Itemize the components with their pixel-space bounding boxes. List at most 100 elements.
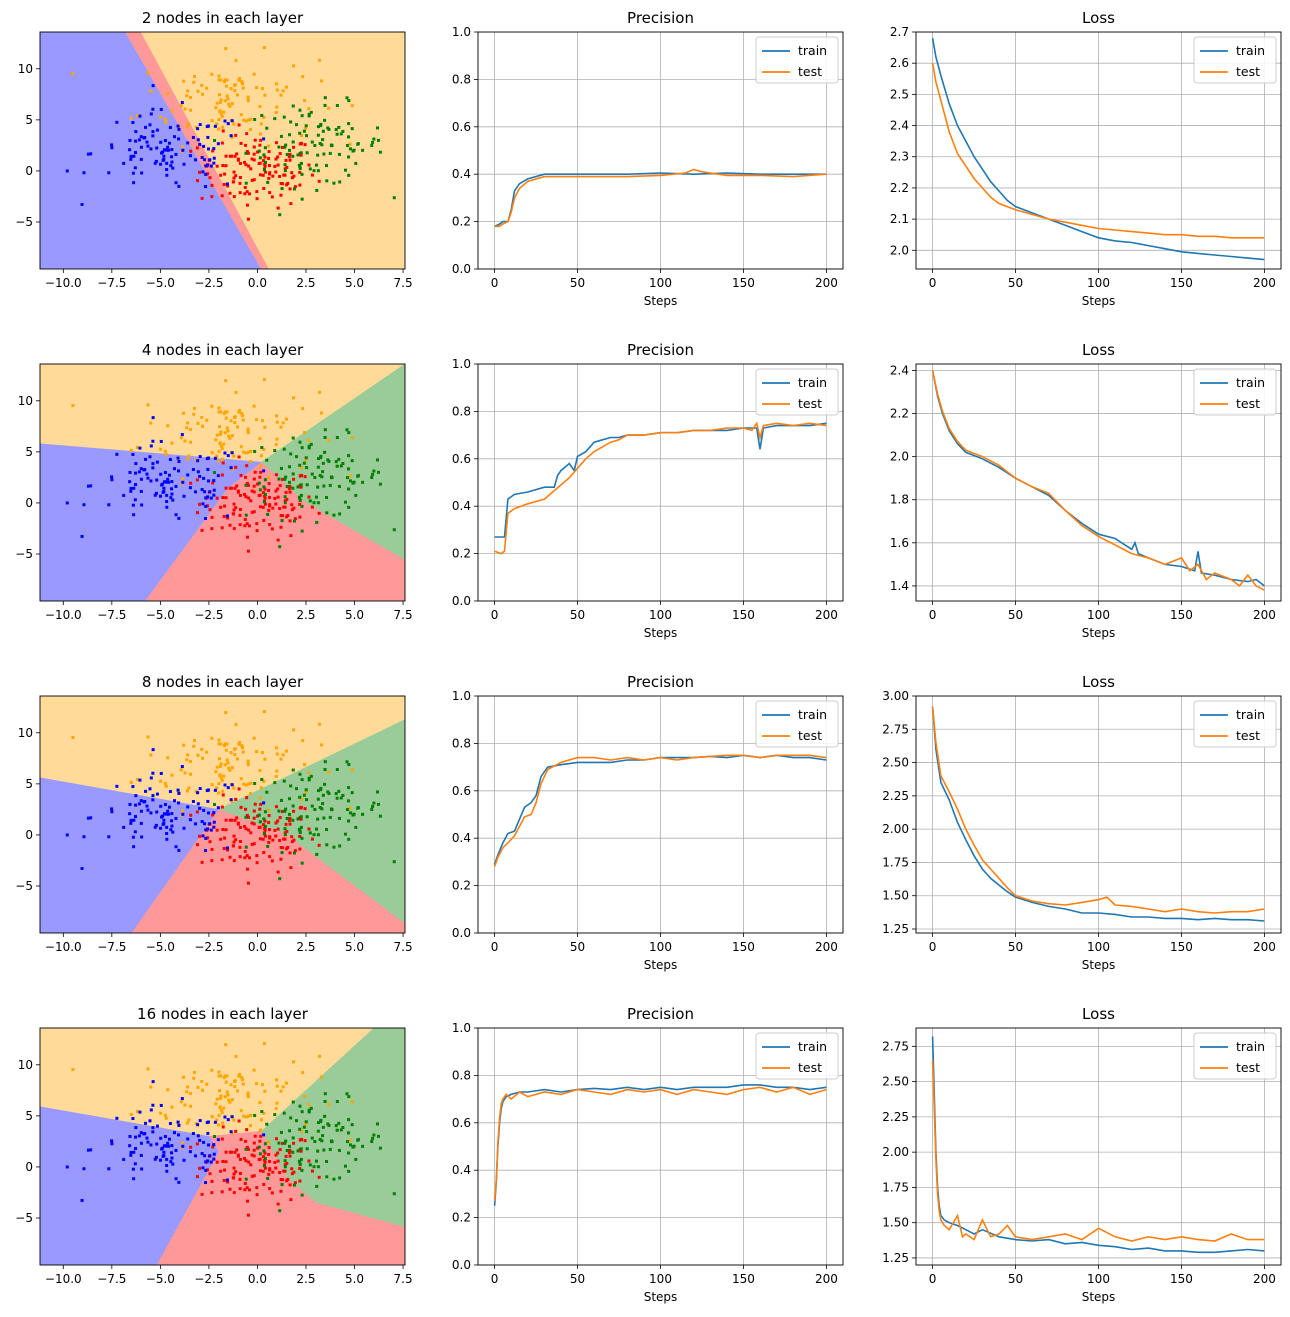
- x-tick-label: −10.0: [45, 608, 82, 622]
- class-blue-point: [148, 787, 152, 791]
- plot-area: [478, 32, 843, 269]
- class-green-point: [283, 1165, 287, 1169]
- class-orange-point: [149, 89, 153, 93]
- class-red-point: [255, 1186, 259, 1190]
- x-tick-label: −7.5: [97, 940, 126, 954]
- plot-area: [916, 696, 1281, 933]
- class-blue-point: [177, 848, 181, 852]
- class-blue-point: [128, 470, 132, 474]
- x-tick-label: 50: [570, 1272, 585, 1286]
- class-red-point: [210, 859, 214, 863]
- class-green-point: [282, 1111, 286, 1115]
- class-red-point: [298, 183, 302, 187]
- class-green-point: [347, 99, 351, 103]
- class-green-point: [338, 512, 342, 516]
- class-green-point: [278, 545, 282, 549]
- y-tick-label: 2.50: [882, 756, 909, 770]
- class-green-point: [345, 428, 349, 432]
- class-orange-point: [196, 753, 200, 757]
- class-red-point: [210, 527, 214, 531]
- class-red-point: [250, 1153, 254, 1157]
- x-tick-label: 0: [929, 940, 937, 954]
- class-blue-point: [149, 444, 153, 448]
- class-blue-point: [165, 1157, 169, 1161]
- class-blue-point: [165, 493, 169, 497]
- class-blue-point: [133, 830, 137, 834]
- class-blue-point: [155, 146, 159, 150]
- class-green-point: [244, 845, 248, 849]
- y-tick-label: 0.0: [452, 1258, 471, 1272]
- class-green-point: [291, 1150, 295, 1154]
- class-green-point: [300, 529, 304, 533]
- class-orange-point: [281, 89, 285, 93]
- class-orange-point: [301, 1071, 305, 1075]
- class-red-point: [238, 181, 242, 185]
- class-red-point: [243, 185, 247, 189]
- class-green-point: [305, 483, 309, 487]
- class-red-point: [288, 519, 292, 523]
- x-tick-label: 7.5: [394, 276, 413, 290]
- class-orange-point: [240, 1076, 244, 1080]
- class-blue-point: [170, 160, 174, 164]
- class-green-point: [279, 134, 283, 138]
- class-green-point: [258, 1152, 262, 1156]
- class-orange-point: [181, 477, 185, 481]
- class-red-point: [234, 1170, 238, 1174]
- class-green-point: [313, 144, 317, 148]
- class-green-point: [307, 1110, 311, 1114]
- legend-label-train: train: [798, 43, 827, 58]
- class-blue-point: [208, 1154, 212, 1158]
- class-orange-point: [223, 431, 227, 435]
- class-orange-point: [210, 783, 214, 787]
- class-red-point: [246, 881, 250, 885]
- class-red-point: [256, 1146, 260, 1150]
- class-blue-point: [128, 812, 132, 816]
- class-red-point: [298, 502, 302, 506]
- class-orange-point: [222, 1106, 226, 1110]
- class-blue-point: [182, 162, 186, 166]
- class-orange-point: [215, 1118, 219, 1122]
- class-blue-point: [139, 489, 143, 493]
- y-tick-label: 0.6: [452, 784, 471, 798]
- class-green-point: [308, 499, 312, 503]
- class-blue-point: [138, 778, 142, 782]
- class-red-point: [259, 1134, 263, 1138]
- class-red-point: [267, 176, 271, 180]
- class-orange-point: [228, 104, 232, 108]
- class-green-point: [305, 466, 309, 470]
- class-blue-point: [212, 161, 216, 165]
- y-tick-label: 2.75: [882, 1039, 909, 1053]
- class-blue-point: [149, 776, 153, 780]
- class-red-point: [288, 484, 292, 488]
- class-orange-point: [217, 118, 221, 122]
- class-green-point: [273, 781, 277, 785]
- class-blue-point: [173, 799, 177, 803]
- y-tick-label: 2.7: [890, 25, 909, 39]
- y-tick-label: 1.75: [882, 1180, 909, 1194]
- class-red-point: [200, 1192, 204, 1196]
- x-tick-label: 200: [815, 1272, 838, 1286]
- class-blue-point: [180, 433, 184, 437]
- class-red-point: [299, 1138, 303, 1142]
- x-tick-label: 2.5: [296, 276, 315, 290]
- class-blue-point: [153, 825, 157, 829]
- subplot-3-3: 0 50 100 150 2001.251.501.752.002.252.502.75…: [882, 673, 1282, 972]
- class-red-point: [234, 465, 238, 469]
- class-blue-point: [204, 1160, 208, 1164]
- legend-label-test: test: [798, 1060, 822, 1075]
- class-blue-point: [151, 1080, 155, 1084]
- class-orange-point: [186, 1085, 190, 1089]
- class-red-point: [250, 178, 254, 182]
- class-red-point: [211, 1145, 215, 1149]
- class-orange-point: [241, 418, 245, 422]
- class-green-point: [296, 153, 300, 157]
- class-green-point: [298, 795, 302, 799]
- class-orange-point: [223, 99, 227, 103]
- class-orange-point: [163, 1113, 167, 1117]
- class-green-point: [341, 1125, 345, 1129]
- class-orange-point: [233, 747, 237, 751]
- x-tick-label: 150: [1170, 276, 1193, 290]
- x-tick-label: 100: [1087, 1272, 1110, 1286]
- class-orange-point: [224, 47, 228, 51]
- x-tick-label: 0: [929, 276, 937, 290]
